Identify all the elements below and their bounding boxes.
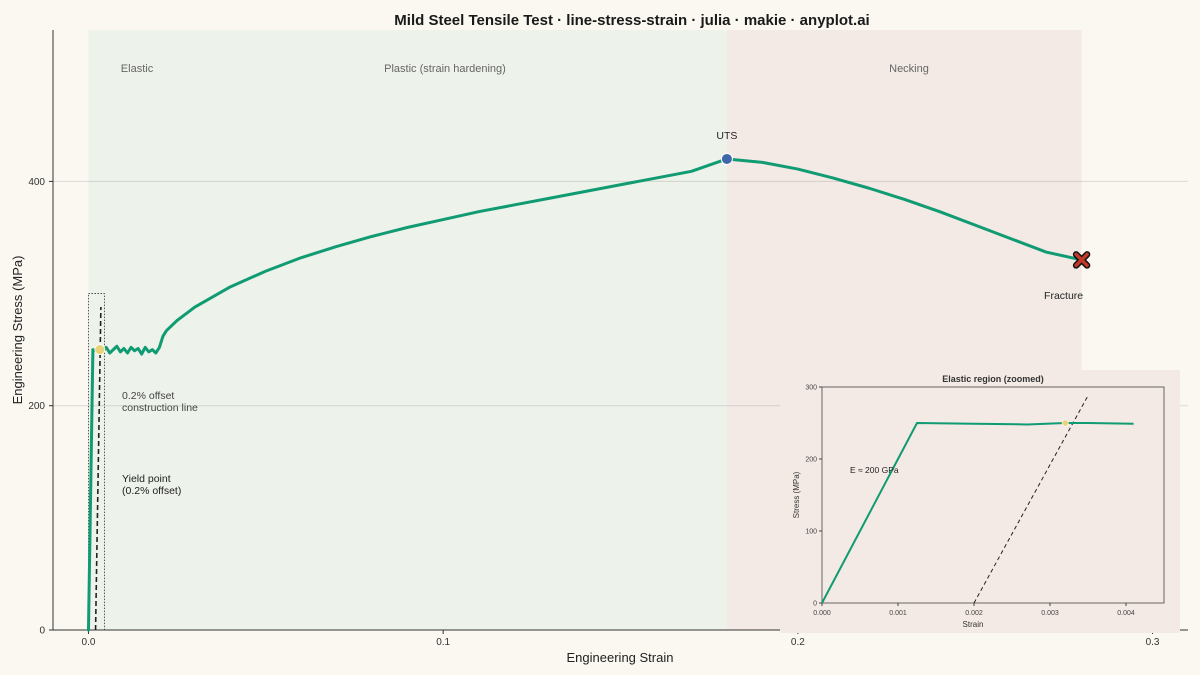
y-tick-label: 400: [28, 177, 45, 188]
offset-line-label-line: construction line: [122, 402, 198, 414]
offset-line-label: 0.2% offset construction line: [122, 390, 198, 414]
main-plot: 0.0 0.1 0.2 0.3 0 200 400 Elastic Plastic (strai…: [28, 30, 1188, 648]
uts-marker: [720, 152, 733, 165]
inset-frame: [821, 386, 1165, 604]
y-tick-label: 200: [28, 401, 45, 412]
inset-background: [780, 370, 1180, 633]
inset-title: Elastic region (zoomed): [942, 374, 1044, 384]
inset-x-tick-label: 0.003: [1041, 610, 1059, 617]
x-axis-label: Engineering Strain: [567, 650, 674, 665]
region-label-plastic: Plastic (strain hardening): [384, 63, 506, 75]
yield-point-label-line: (0.2% offset): [122, 485, 181, 497]
inset-y-tick-label: 200: [805, 457, 817, 464]
inset-yield-marker: [1061, 419, 1069, 427]
inset-x-tick-label: 0.004: [1117, 610, 1135, 617]
inset-x-tick-label: 0.001: [889, 610, 907, 617]
offset-construction-line: [94, 306, 102, 631]
region-label-necking: Necking: [889, 63, 929, 75]
inset-x-tick-label: 0.002: [965, 610, 983, 617]
region-label-elastic: Elastic: [121, 63, 154, 75]
y-axis-label: Engineering Stress (MPa): [10, 256, 25, 405]
zoom-region-box: [88, 293, 105, 631]
y-tick-label: 0: [39, 626, 45, 637]
yield-point-label-line: Yield point: [122, 473, 171, 485]
fracture-marker: [1074, 252, 1089, 268]
inset-modulus-label: E ≈ 200 GPa: [850, 465, 899, 475]
yield-point-marker: [94, 344, 106, 356]
inset-y-tick-label: 100: [805, 529, 817, 536]
inset-x-tick-label: 0.000: [813, 610, 831, 617]
inset-y-axis-label: Stress (MPa): [792, 471, 801, 518]
plastic-region-band: [88, 30, 727, 630]
inset-x-axis-label: Strain: [963, 620, 984, 629]
inset-y-tick-label: 0: [813, 601, 817, 608]
x-tick-label: 0.1: [436, 637, 450, 648]
inset-offset-line: [973, 395, 1089, 604]
inset-plot: Elastic region (zoomed) 0.000 0.001 0.002 0.…: [780, 370, 1180, 633]
x-tick-label: 0.2: [791, 637, 805, 648]
fracture-label: Fracture: [1044, 290, 1083, 302]
yield-point-label: Yield point (0.2% offset): [122, 473, 181, 497]
x-tick-label: 0.0: [82, 637, 96, 648]
stress-strain-curve: [86, 157, 1084, 632]
inset-curve: [821, 422, 1134, 604]
chart-title: Mild Steel Tensile Test · line-stress-st…: [394, 12, 869, 29]
x-tick-label: 0.3: [1146, 637, 1160, 648]
inset-y-tick-label: 300: [805, 385, 817, 392]
uts-label: UTS: [716, 130, 737, 142]
offset-line-label-line: 0.2% offset: [122, 390, 174, 402]
